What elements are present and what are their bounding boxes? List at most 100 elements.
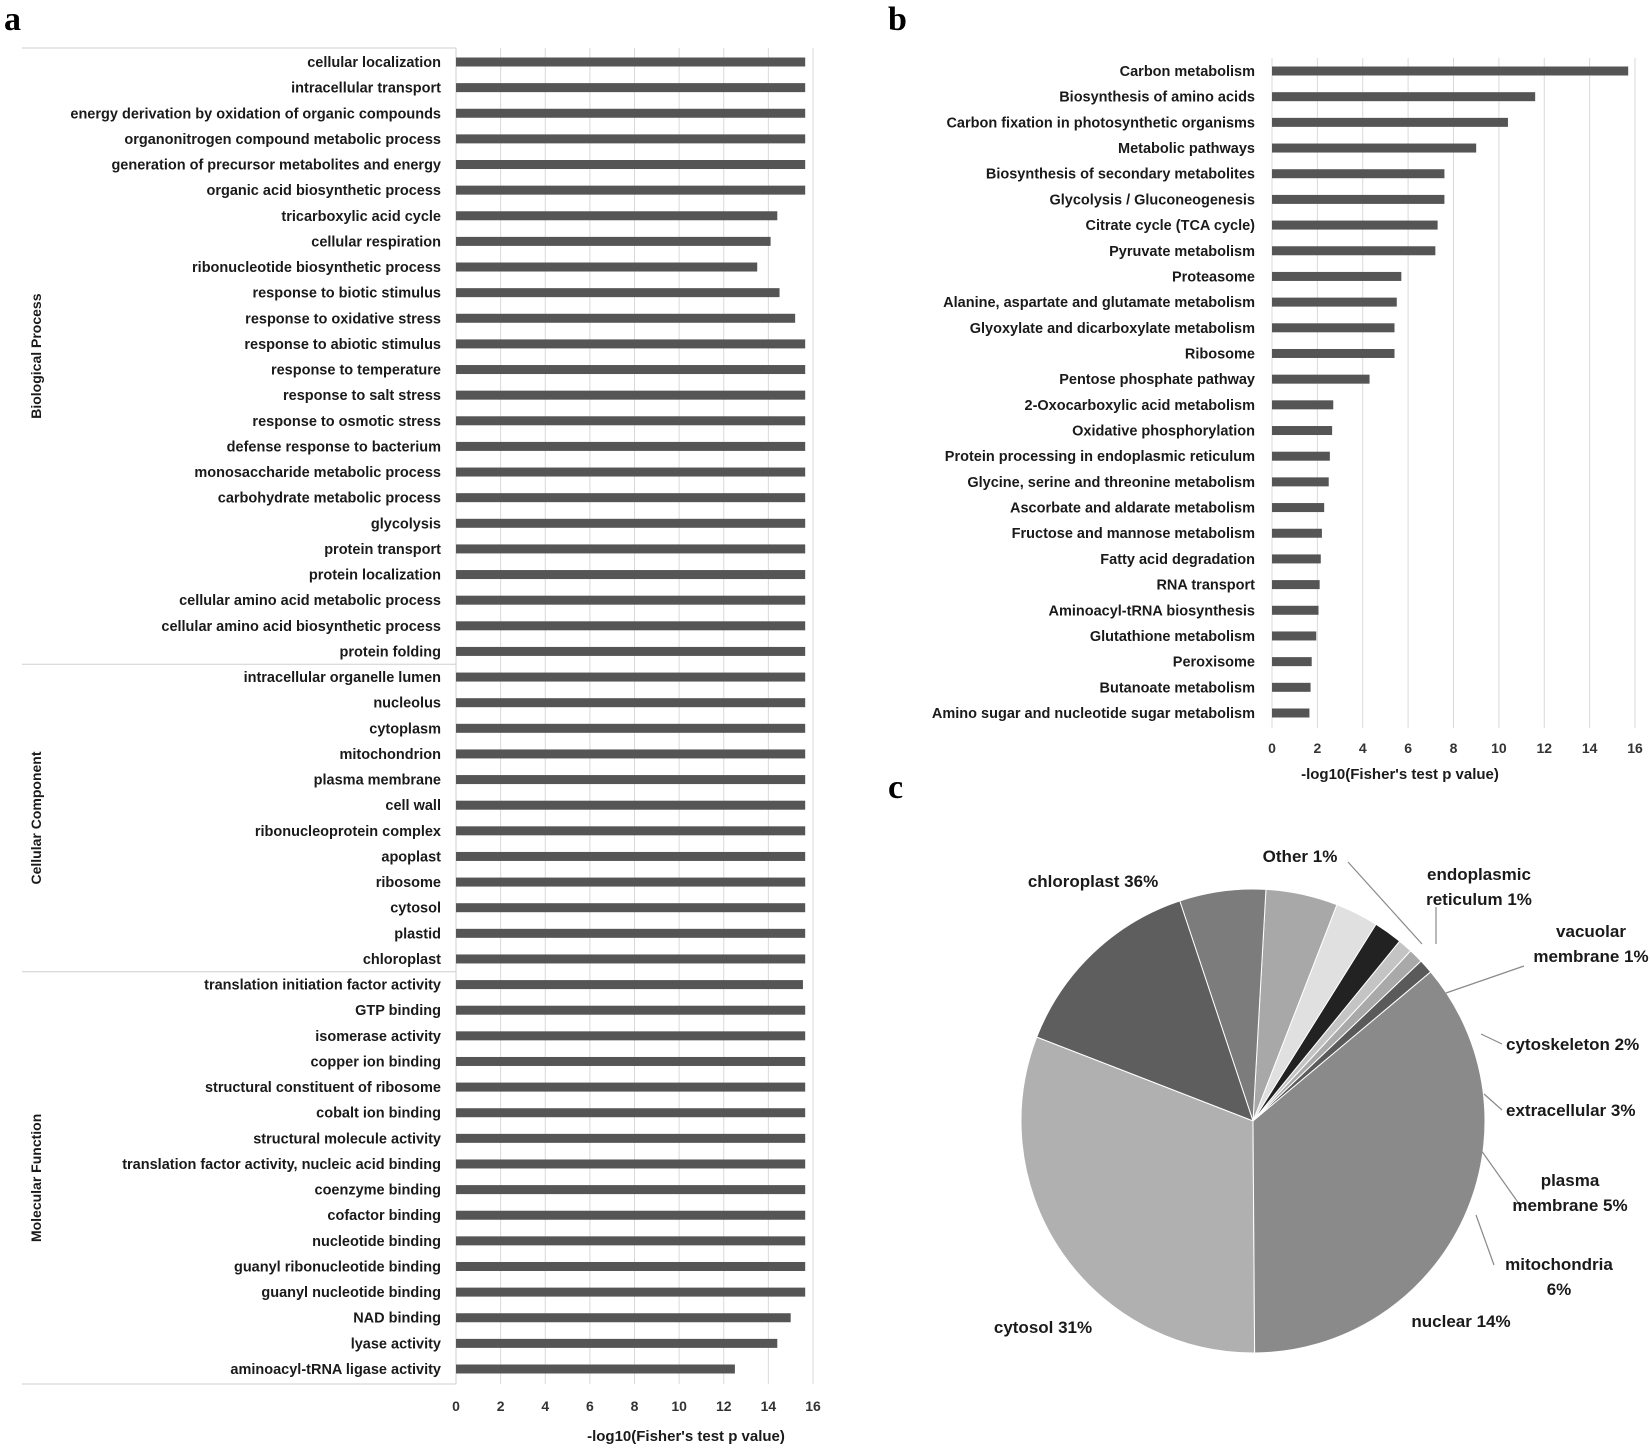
chart-b-bar <box>1272 400 1334 410</box>
chart-b-kegg-enrichment: Carbon metabolism Biosynthesis of amino a… <box>932 58 1643 783</box>
chart-b-category-label: Pentose phosphate pathway <box>1059 372 1255 388</box>
chart-a-category-label: organic acid biosynthetic process <box>207 183 442 199</box>
chart-a-category-label: response to abiotic stimulus <box>244 337 441 353</box>
chart-b-bar <box>1272 682 1311 692</box>
chart-a-bar <box>456 416 806 426</box>
chart-a-category-label: defense response to bacterium <box>227 439 441 455</box>
chart-c-leader-line <box>1445 965 1525 994</box>
chart-b-bar <box>1272 117 1508 127</box>
chart-b-bar <box>1272 271 1402 281</box>
chart-a-x-tick-label: 0 <box>452 1398 460 1414</box>
chart-a-category-label: isomerase activity <box>315 1029 441 1045</box>
chart-b-bar <box>1272 66 1629 76</box>
chart-a-bar <box>456 544 806 554</box>
chart-c-leader-line <box>1483 1093 1503 1111</box>
chart-a-category-label: nucleotide binding <box>312 1234 441 1250</box>
chart-a-bar <box>456 441 806 451</box>
chart-b-category-label: Fructose and mannose metabolism <box>1012 526 1255 542</box>
chart-b-category-label: Metabolic pathways <box>1118 141 1255 157</box>
chart-c-slice-label: nuclear 14% <box>1411 1312 1510 1331</box>
chart-a-category-label: guanyl nucleotide binding <box>261 1285 441 1301</box>
chart-a-bar <box>456 723 806 733</box>
chart-a-group-label: Cellular Component <box>28 751 44 884</box>
chart-b-bar <box>1272 169 1445 179</box>
chart-a-category-label: response to biotic stimulus <box>252 286 441 302</box>
chart-a-category-label: cofactor binding <box>327 1208 441 1224</box>
chart-a-category-label: mitochondrion <box>340 747 442 763</box>
chart-a-bar <box>456 518 806 528</box>
chart-a-bar <box>456 1159 806 1169</box>
chart-b-bar <box>1272 605 1319 615</box>
chart-a-x-tick-label: 16 <box>805 1398 821 1414</box>
chart-a-bar <box>456 698 806 708</box>
chart-a-bar <box>456 57 806 67</box>
chart-b-category-label: Ribosome <box>1185 346 1255 362</box>
chart-b-category-label: Carbon fixation in photosynthetic organi… <box>946 115 1255 131</box>
chart-a-category-label: intracellular organelle lumen <box>244 670 441 686</box>
chart-a-category-label: translation factor activity, nucleic aci… <box>122 1157 441 1173</box>
chart-b-bar <box>1272 503 1325 513</box>
chart-a-bar <box>456 800 806 810</box>
chart-a-bar <box>456 83 806 93</box>
chart-c-slice-label: chloroplast 36% <box>1028 872 1158 891</box>
chart-a-category-label: cellular amino acid biosynthetic process <box>161 619 441 635</box>
chart-b-category-label: Carbon metabolism <box>1120 64 1255 80</box>
chart-a-category-label: GTP binding <box>355 1003 441 1019</box>
chart-b-category-label: Pyruvate metabolism <box>1109 244 1255 260</box>
chart-b-bar <box>1272 348 1395 358</box>
chart-b-x-tick-label: 10 <box>1491 740 1507 756</box>
chart-a-bar <box>456 851 806 861</box>
chart-a-bar <box>456 928 806 938</box>
chart-a-bar <box>456 672 806 682</box>
chart-a-x-tick-label: 4 <box>541 1398 549 1414</box>
chart-a-category-label: plastid <box>394 926 441 942</box>
chart-b-category-label: Ascorbate and aldarate metabolism <box>1010 501 1255 517</box>
chart-b-category-label: Amino sugar and nucleotide sugar metabol… <box>932 706 1255 722</box>
chart-a-category-label: response to salt stress <box>283 388 441 404</box>
chart-b-category-label: Biosynthesis of amino acids <box>1059 90 1255 106</box>
chart-b-category-label: Proteasome <box>1172 269 1255 285</box>
chart-a-category-label: intracellular transport <box>291 81 441 97</box>
chart-a-bar <box>456 160 806 170</box>
chart-c-slice-label: plasma membrane 5% <box>1512 1171 1627 1215</box>
chart-b-category-label: Citrate cycle (TCA cycle) <box>1085 218 1255 234</box>
chart-b-category-label: Fatty acid degradation <box>1100 552 1255 568</box>
chart-a-bar <box>456 185 806 195</box>
chart-a-category-label: NAD binding <box>353 1311 441 1327</box>
chart-a-group-label: Biological Process <box>28 293 44 418</box>
chart-a-bar <box>456 313 796 323</box>
chart-a-category-label: translation initiation factor activity <box>204 978 441 994</box>
chart-b-category-label: Butanoate metabolism <box>1100 680 1256 696</box>
chart-a-bar <box>456 980 803 990</box>
chart-c-slice-label: extracellular 3% <box>1506 1101 1635 1120</box>
chart-a-category-label: apoplast <box>381 849 441 865</box>
chart-b-category-label: Alanine, aspartate and glutamate metabol… <box>943 295 1255 311</box>
chart-a-category-label: cell wall <box>385 798 441 814</box>
chart-b-category-label: Protein processing in endoplasmic reticu… <box>945 449 1255 465</box>
chart-a-bar <box>456 1005 806 1015</box>
chart-b-bar <box>1272 220 1438 230</box>
chart-b-bar <box>1272 374 1370 384</box>
chart-b-bar <box>1272 323 1395 333</box>
chart-a-category-label: cellular respiration <box>311 234 441 250</box>
chart-c-slice <box>1252 971 1486 1354</box>
chart-a-category-label: cobalt ion binding <box>316 1106 441 1122</box>
chart-a-category-label: generation of precursor metabolites and … <box>111 158 441 174</box>
chart-a-bar <box>456 1210 806 1220</box>
chart-a-bar <box>456 570 806 580</box>
chart-a-category-label: tricarboxylic acid cycle <box>281 209 441 225</box>
chart-b-x-tick-label: 12 <box>1536 740 1552 756</box>
chart-c-slice-label: cytosol 31% <box>994 1318 1092 1337</box>
chart-a-x-tick-label: 14 <box>761 1398 777 1414</box>
chart-a-category-label: nucleolus <box>373 696 441 712</box>
chart-a-category-label: cellular amino acid metabolic process <box>179 593 441 609</box>
chart-b-x-axis-title: -log10(Fisher's test p value) <box>1301 766 1499 783</box>
chart-a-category-label: protein folding <box>340 644 441 660</box>
chart-b-bar <box>1272 246 1436 256</box>
chart-c-slice-label: cytoskeleton 2% <box>1506 1035 1639 1054</box>
chart-a-category-label: protein transport <box>324 542 441 558</box>
chart-a-bar <box>456 1313 791 1323</box>
chart-a-category-label: lyase activity <box>351 1336 441 1352</box>
chart-a-category-label: cytoplasm <box>369 721 441 737</box>
chart-a-bar <box>456 775 806 785</box>
